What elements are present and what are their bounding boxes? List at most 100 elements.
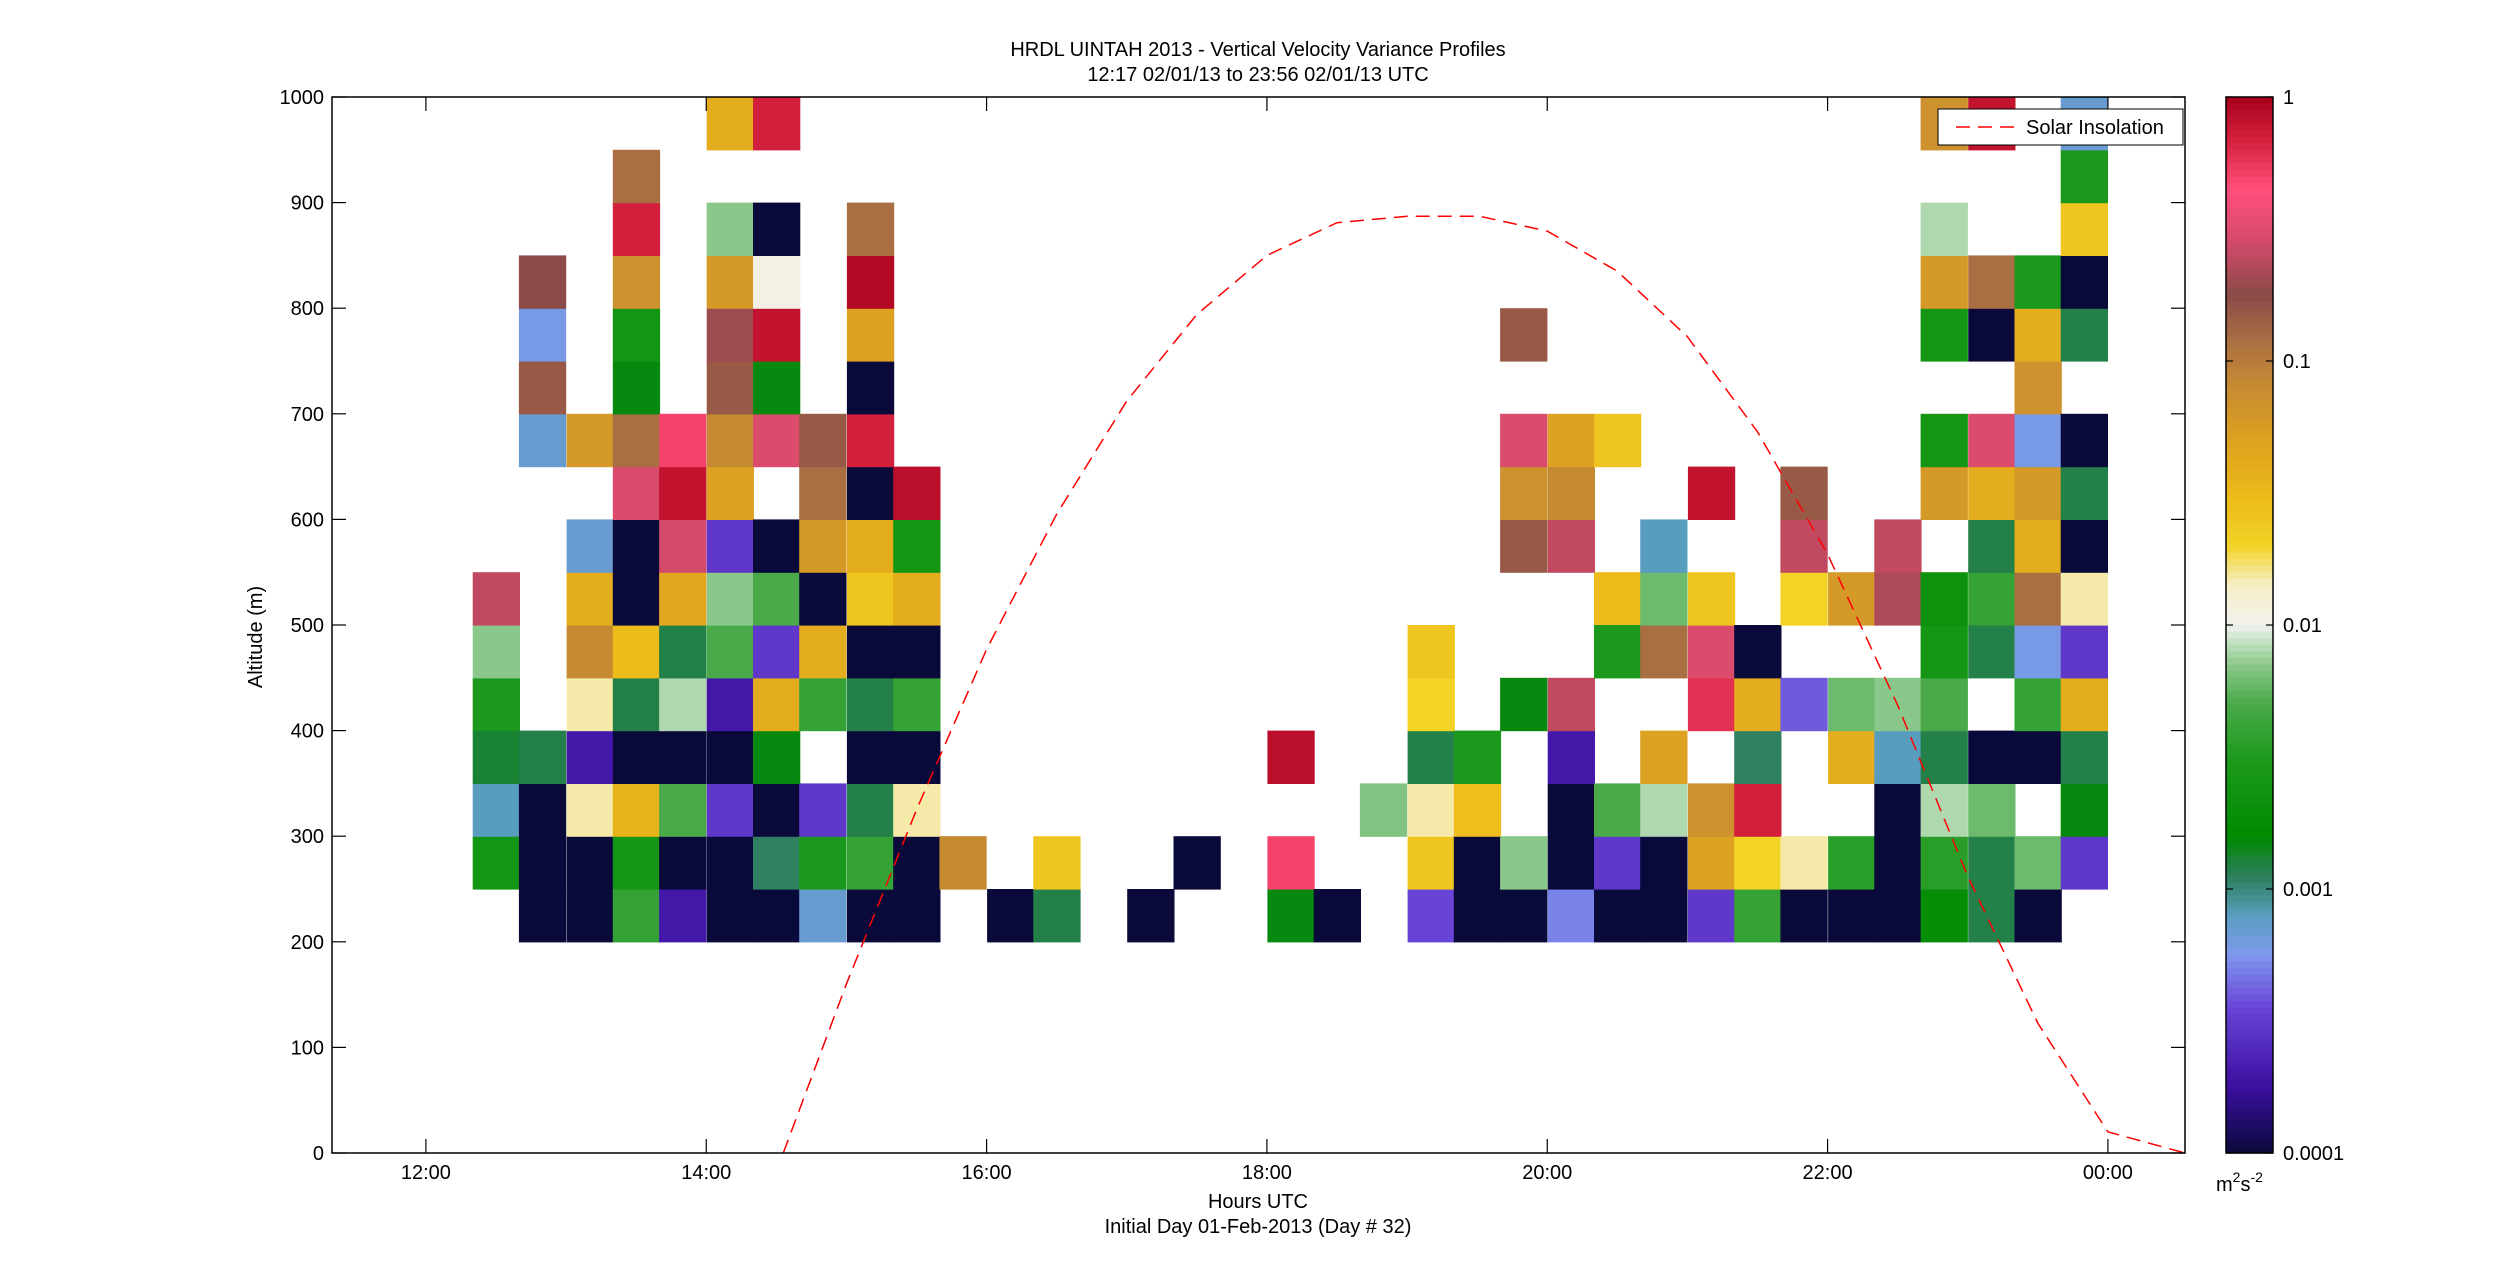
- colorbar-band: [2226, 539, 2273, 547]
- heatmap-cell: [659, 572, 707, 626]
- heatmap-cell: [846, 783, 895, 837]
- heatmap-cell: [1500, 889, 1548, 943]
- colorbar-band: [2226, 545, 2273, 553]
- chart-title: HRDL UINTAH 2013 - Vertical Velocity Var…: [1010, 39, 1505, 61]
- heatmap-cell: [1407, 625, 1455, 679]
- colorbar-band: [2226, 163, 2273, 171]
- colorbar-band: [2226, 691, 2273, 699]
- heatmap-cell: [1874, 519, 1922, 573]
- heatmap-cell: [753, 783, 801, 837]
- colorbar-band: [2226, 585, 2273, 593]
- colorbar-band: [2226, 301, 2273, 309]
- heatmap-cell: [2060, 202, 2108, 256]
- heatmap-cell: [706, 572, 754, 626]
- heatmap-cell: [659, 783, 707, 837]
- heatmap-cell: [1267, 730, 1315, 784]
- colorbar-band: [2226, 1054, 2273, 1062]
- colorbar-tick-label: 0.0001: [2283, 1143, 2344, 1165]
- colorbar-band: [2226, 354, 2273, 362]
- colorbar-band: [2226, 1027, 2273, 1035]
- heatmap-cell: [472, 730, 520, 784]
- heatmap-cell: [1359, 783, 1408, 837]
- colorbar-band: [2226, 334, 2273, 342]
- heatmap-cell: [753, 308, 801, 362]
- heatmap-cell: [706, 97, 754, 151]
- colorbar-tick-label: 0.1: [2283, 351, 2311, 373]
- colorbar-band: [2226, 968, 2273, 976]
- heatmap-cell: [2060, 519, 2108, 573]
- colorbar-band: [2226, 136, 2273, 144]
- heatmap-cell: [846, 889, 895, 943]
- colorbar-band: [2226, 935, 2273, 943]
- colorbar-band: [2226, 466, 2273, 474]
- heatmap-cell: [1734, 783, 1782, 837]
- heatmap-cell: [612, 783, 661, 837]
- colorbar-band: [2226, 895, 2273, 903]
- colorbar-band: [2226, 479, 2273, 487]
- colorbar-band: [2226, 578, 2273, 586]
- colorbar-band: [2226, 856, 2273, 864]
- heatmap-cell: [1920, 255, 1968, 309]
- y-tick-label: 0: [313, 1143, 324, 1165]
- heatmap-cell: [799, 836, 847, 890]
- colorbar: 1 0.1 0.01 0.001 0.0001 m2s-2: [2216, 87, 2344, 1196]
- heatmap-cell: [1968, 519, 2016, 573]
- y-tick-label: 200: [291, 932, 324, 954]
- x-axis-label: Hours UTC: [1208, 1191, 1308, 1213]
- colorbar-band: [2226, 116, 2273, 124]
- solar-insolation-layer: [782, 215, 2185, 1153]
- colorbar-band: [2226, 493, 2273, 501]
- heatmap-cell: [2014, 730, 2062, 784]
- heatmap-cell: [706, 466, 754, 520]
- heatmap-cell: [2014, 255, 2062, 309]
- colorbar-band: [2226, 189, 2273, 197]
- x-tick-label: 22:00: [1803, 1162, 1853, 1184]
- heatmap-cell: [1734, 889, 1782, 943]
- colorbar-band: [2226, 552, 2273, 560]
- colorbar-band: [2226, 387, 2273, 395]
- heatmap-cell: [753, 413, 801, 468]
- heatmap-cell: [1453, 783, 1502, 837]
- heatmap-cell: [1594, 625, 1642, 679]
- colorbar-band: [2226, 763, 2273, 771]
- colorbar-band: [2226, 988, 2273, 996]
- heatmap-cell: [706, 677, 754, 732]
- colorbar-band: [2226, 367, 2273, 375]
- heatmap-cell: [1640, 625, 1688, 679]
- x-tick-label: 00:00: [2083, 1162, 2133, 1184]
- colorbar-band: [2226, 941, 2273, 949]
- heatmap-cell: [612, 149, 661, 204]
- heatmap-cell: [1453, 889, 1502, 943]
- legend: Solar Insolation: [1937, 108, 2184, 146]
- heatmap-cell: [846, 677, 895, 732]
- colorbar-band: [2226, 156, 2273, 164]
- heatmap-cell: [566, 783, 614, 837]
- heatmap-cell: [518, 255, 567, 309]
- heatmap-cell: [566, 730, 614, 784]
- heatmap-cell: [659, 519, 707, 573]
- heatmap-cell: [659, 730, 707, 784]
- colorbar-band: [2226, 347, 2273, 355]
- heatmap-cell: [1267, 836, 1315, 890]
- heatmap-cell: [799, 519, 847, 573]
- heatmap-cell: [1640, 572, 1688, 626]
- heatmap-cell: [893, 783, 941, 837]
- colorbar-band: [2226, 499, 2273, 507]
- colorbar-band: [2226, 776, 2273, 784]
- heatmap-cell: [1594, 572, 1642, 626]
- colorbar-band: [2226, 380, 2273, 388]
- heatmap-cell: [1500, 836, 1548, 890]
- heatmap-cell: [566, 572, 614, 626]
- heatmap-cell: [1968, 97, 2016, 98]
- heatmap-cell: [846, 413, 895, 468]
- heatmap-cells: [472, 97, 2108, 943]
- colorbar-band: [2226, 1047, 2273, 1055]
- heatmap-cell: [706, 202, 754, 256]
- heatmap-cell: [612, 308, 661, 362]
- heatmap-cell: [1920, 625, 1968, 679]
- heatmap-cell: [1920, 97, 1968, 98]
- colorbar-band: [2226, 869, 2273, 877]
- heatmap-cell: [1780, 889, 1828, 943]
- heatmap-cell: [1828, 889, 1876, 943]
- colorbar-band: [2226, 1040, 2273, 1048]
